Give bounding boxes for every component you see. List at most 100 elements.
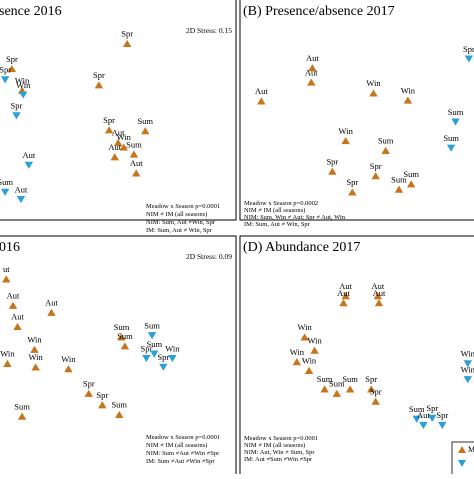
point-label: Sum [146, 339, 162, 349]
point-marker [94, 81, 104, 89]
point-marker [451, 118, 460, 126]
point-label: Aut [108, 142, 121, 152]
point-label: Spr [96, 390, 108, 400]
point-label: Aut [130, 158, 143, 168]
point-label: Aut [417, 410, 430, 420]
point-label: Aut [11, 312, 24, 322]
point-marker [12, 112, 21, 120]
point-label: Spr [365, 374, 377, 384]
point-label: Win [27, 335, 42, 345]
point-marker [159, 363, 168, 371]
point-marker [119, 143, 128, 151]
point-label: Sum [329, 379, 345, 389]
point-marker [129, 150, 139, 158]
point-label: Spr [11, 101, 23, 111]
point-marker [341, 292, 350, 300]
panel-a-stat-line: NIM: Sum, Aut ≠Win, Spr [146, 219, 216, 226]
point-marker [113, 138, 123, 146]
panel-d-stat-line: Meadow x Season p=0.0001 [244, 435, 318, 442]
point-label: Spr [83, 379, 95, 389]
point-marker [367, 385, 376, 393]
point-label: Spr [93, 70, 105, 80]
point-marker [98, 401, 107, 409]
point-marker [3, 359, 12, 367]
point-label: Spr [346, 177, 358, 187]
point-label: ut [3, 264, 10, 274]
point-label: Win [339, 126, 354, 136]
point-label: Win [0, 349, 15, 359]
point-marker [307, 78, 316, 86]
point-label: Win [297, 322, 312, 332]
point-label: Spr [0, 65, 11, 75]
point-label: Sum [448, 107, 464, 117]
point-label: Sum [403, 169, 419, 179]
panel-b-stat-line: NIM: Sum, Win ≠ Aut; Spr ≠ Aut, Win [244, 214, 346, 221]
point-label: Spr [463, 44, 474, 54]
panel-a-stat-line: NIM ≠ IM (all seasons) [146, 211, 207, 218]
point-label: Win [461, 349, 474, 359]
point-marker [110, 153, 119, 161]
point-marker [17, 412, 27, 420]
point-label: Aut [22, 150, 35, 160]
legend-nim-marker [458, 446, 466, 453]
point-label: Win [307, 335, 322, 345]
point-label: Spr [370, 161, 382, 171]
point-label: Win [61, 354, 76, 364]
point-label: Sum [144, 320, 160, 330]
point-marker [292, 358, 302, 366]
panel-a-frame [0, 0, 237, 221]
panel-d-frame [239, 235, 474, 477]
point-label: Spr [436, 410, 448, 420]
point-marker [84, 389, 93, 397]
point-label: Spr [6, 54, 18, 64]
point-label: Spr [426, 403, 438, 413]
point-marker [463, 360, 472, 368]
point-label: Spr [157, 352, 169, 362]
point-marker [339, 299, 348, 307]
point-label: Win [366, 78, 381, 88]
point-marker [304, 366, 314, 374]
point-label: Sum [443, 133, 459, 143]
panel-b-stat-line: IM: Sum, Aut ≠ Win, Spr [244, 221, 311, 228]
point-label: Sum [137, 116, 153, 126]
panel-b-stats: Meadow x Season p=0.0002 NIM ≠ IM (all s… [244, 200, 346, 228]
point-marker [24, 161, 34, 169]
panel-c-stress: 2D Stress: 0.09 [186, 252, 232, 261]
panel-b-frame [239, 0, 474, 221]
point-marker [348, 188, 357, 196]
point-label: Sum [378, 136, 394, 146]
point-marker [142, 354, 151, 363]
point-label: Sum [14, 401, 30, 411]
panel-a-stress: 2D Stress: 0.15 [186, 26, 232, 35]
point-label: Spr [370, 386, 382, 396]
point-label: Sum [117, 331, 133, 341]
point-marker [464, 55, 474, 63]
point-label: Win [302, 356, 317, 366]
panel-a-stat-line: Meadow x Season p=0.0001 [146, 203, 220, 210]
point-label: Win [290, 347, 305, 357]
point-marker [13, 322, 22, 330]
point-marker [446, 144, 456, 152]
point-label: Sum [342, 374, 358, 384]
point-marker [104, 126, 114, 134]
panel-d-stat-line: NIM: Aut, Win ≠ Sum, Spr [244, 449, 315, 456]
panel-c-stat-line: IM: Sum ≠Aut ≠Win ≠Spr [146, 458, 215, 465]
point-label: Win [28, 352, 43, 362]
point-marker [19, 91, 28, 99]
point-label: Aut [305, 67, 318, 77]
point-marker [122, 39, 132, 47]
legend-im-marker [458, 460, 466, 467]
point-marker [0, 76, 10, 84]
point-label: Win [165, 343, 180, 353]
point-marker [371, 397, 380, 405]
point-marker [394, 185, 404, 193]
point-label: Aut [112, 128, 125, 138]
point-marker [320, 385, 329, 393]
point-label: Aut [45, 298, 58, 308]
point-marker [8, 301, 18, 309]
panel-c-stats: Meadow x Season p=0.0001 NIM ≠ IM (all s… [146, 434, 220, 465]
point-marker [373, 292, 383, 300]
